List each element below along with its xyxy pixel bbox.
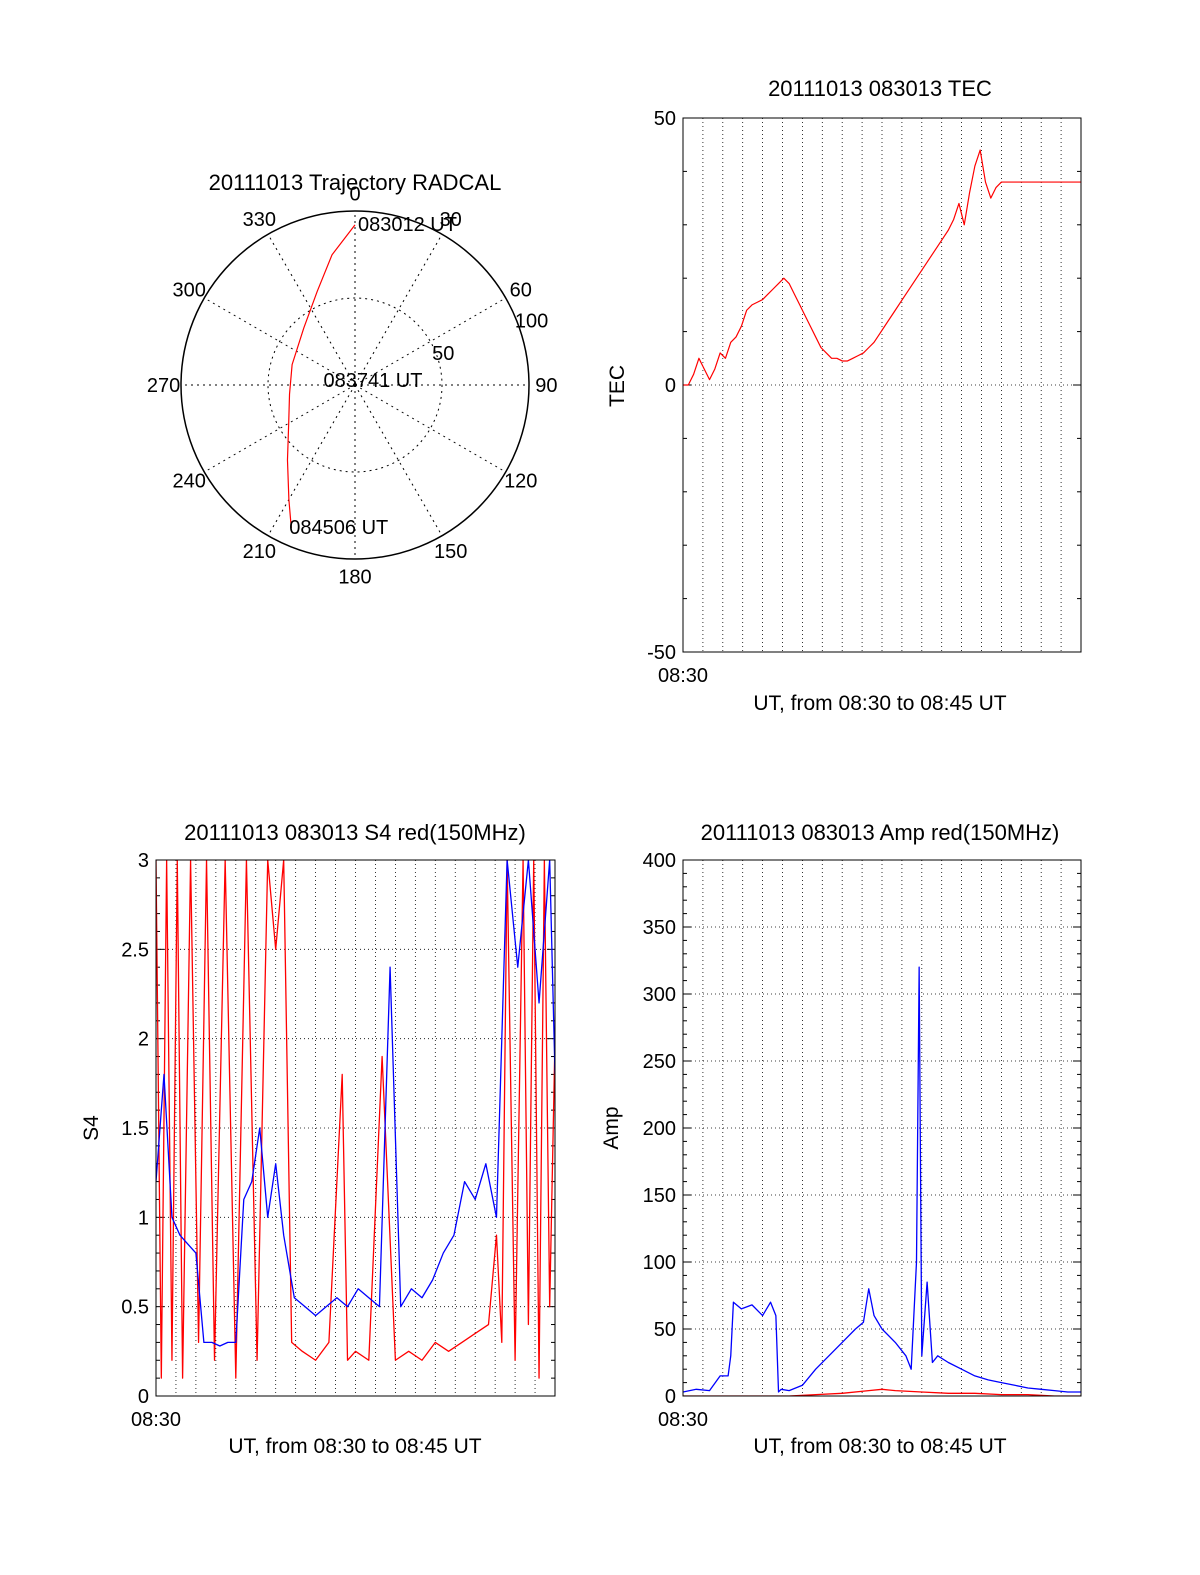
amp-axes-frame	[682, 859, 1082, 1397]
amp-yticks: 0 50 100 150 200 250 300 350 400	[643, 850, 676, 1408]
polar-spoke	[354, 297, 506, 386]
polar-angle-label: 90	[535, 375, 557, 397]
polar-angle-label: 210	[243, 541, 276, 563]
amp-ytick-label: 0	[665, 1386, 676, 1408]
amp-ytick-label: 400	[643, 850, 676, 872]
amp-title: 20111013 083013 Amp red(150MHz)	[701, 820, 1060, 845]
polar-spoke	[204, 384, 356, 473]
trajectory-time-label: 083741 UT	[324, 370, 423, 392]
polar-spoke	[267, 384, 356, 536]
amp-ytick-label: 350	[643, 917, 676, 939]
amp-series	[683, 966, 1081, 1396]
tec-axes-frame	[682, 117, 1082, 653]
polar-angle-label: 240	[173, 471, 206, 493]
trajectory-series	[286, 224, 356, 529]
polar-spoke	[204, 297, 356, 386]
s4-ytick-label: 2	[138, 1029, 149, 1051]
amp-ytick-label: 200	[643, 1118, 676, 1140]
tec-xtick: 08:30	[658, 665, 708, 687]
s4-panel: 20111013 083013 S4 red(150MHz) S4 UT, fr…	[80, 820, 556, 1458]
polar-angle-label: 60	[510, 279, 532, 301]
tec-xlabel: UT, from 08:30 to 08:45 UT	[753, 692, 1006, 715]
s4-ytick-label: 0	[138, 1386, 149, 1408]
trajectory-time-label: 083012 UT	[358, 214, 457, 236]
polar-radius-label: 100	[515, 311, 548, 333]
tec-ytick-label: 0	[665, 375, 676, 397]
s4-xtick: 08:30	[131, 1409, 181, 1431]
amp-ytick-label: 150	[643, 1185, 676, 1207]
tec-series	[683, 149, 1081, 386]
polar-angle-label: 180	[338, 566, 371, 588]
polar-spoke	[354, 384, 506, 473]
trajectory-radius-labels: 50 100	[432, 311, 548, 365]
amp-ytick-label: 250	[643, 1051, 676, 1073]
s4-ytick-label: 2.5	[121, 939, 149, 961]
s4-ylabel: S4	[80, 1115, 103, 1141]
amp-xlabel: UT, from 08:30 to 08:45 UT	[753, 1435, 1006, 1458]
polar-radius-label: 50	[432, 343, 454, 365]
trajectory-line	[286, 224, 356, 529]
s4-ytick-label: 1.5	[121, 1118, 149, 1140]
s4-series	[156, 860, 555, 1379]
tec-ytick-label: -50	[647, 642, 676, 664]
s4-title: 20111013 083013 S4 red(150MHz)	[184, 820, 526, 845]
trajectory-angle-labels: 0 30 60 90 120 150 180 210 240 270 300 330	[147, 184, 558, 589]
polar-angle-label: 120	[504, 471, 537, 493]
polar-angle-label: 0	[349, 184, 360, 206]
s4-axes-frame	[155, 859, 556, 1397]
s4-ytick-label: 0.5	[121, 1297, 149, 1319]
tec-panel: 20111013 083013 TEC TEC UT, from 08:30 t…	[606, 76, 1082, 715]
polar-spoke	[354, 384, 443, 536]
polar-angle-label: 270	[147, 375, 180, 397]
s4-xlabel: UT, from 08:30 to 08:45 UT	[228, 1435, 481, 1458]
polar-angle-label: 330	[243, 209, 276, 231]
s4-line-2	[156, 860, 555, 1347]
s4-ytick-label: 3	[138, 850, 149, 872]
s4-line-1	[156, 860, 555, 1379]
polar-outer-circle	[180, 210, 530, 560]
tec-line-1	[683, 149, 1081, 386]
amp-panel: 20111013 083013 Amp red(150MHz) Amp UT, …	[600, 820, 1082, 1458]
tec-grid	[683, 118, 1081, 653]
polar-angle-label: 300	[173, 279, 206, 301]
tec-yticks: -50 0 50	[647, 108, 676, 664]
trajectory-title: 20111013 Trajectory RADCAL	[209, 170, 502, 195]
polar-angle-label: 150	[434, 541, 467, 563]
polar-angle-label: 30	[440, 209, 462, 231]
polar-spoke	[354, 234, 443, 386]
amp-grid	[683, 860, 1081, 1397]
s4-yticks: 0 0.5 1 1.5 2 2.5 3	[121, 850, 149, 1408]
amp-ytick-label: 100	[643, 1252, 676, 1274]
trajectory-panel: 20111013 Trajectory RADCAL 0 30 60 90 120 150…	[147, 170, 558, 588]
polar-spoke	[267, 234, 356, 386]
s4-ytick-label: 1	[138, 1207, 149, 1229]
trajectory-annotations: 083012 UT 083741 UT 084506 UT	[289, 214, 457, 539]
s4-grid	[156, 860, 555, 1397]
amp-ytick-label: 50	[654, 1319, 676, 1341]
tec-title: 20111013 083013 TEC	[768, 76, 992, 101]
tec-ytick-label: 50	[654, 108, 676, 130]
amp-xtick: 08:30	[658, 1409, 708, 1431]
trajectory-grid	[180, 210, 530, 560]
amp-line-2	[683, 966, 1081, 1393]
tec-ylabel: TEC	[606, 365, 629, 407]
amp-ylabel: Amp	[600, 1106, 623, 1149]
amp-ytick-label: 300	[643, 984, 676, 1006]
trajectory-time-label: 084506 UT	[289, 517, 388, 539]
polar-inner-circle	[267, 297, 443, 473]
